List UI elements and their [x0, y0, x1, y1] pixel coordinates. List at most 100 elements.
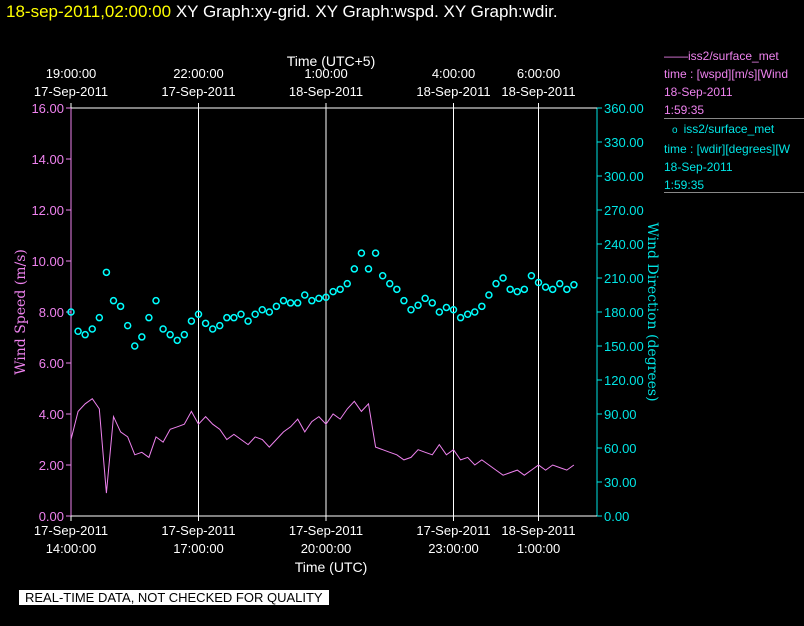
wind-direction-point: [265, 308, 274, 316]
wind-direction-point: [400, 296, 408, 305]
wind-direction-point: [407, 305, 415, 314]
wind-direction-point: [357, 249, 366, 257]
wind-speed-line: [70, 397, 575, 494]
y-right-tick-label: 360.00: [604, 101, 644, 116]
wind-direction-point: [570, 281, 578, 289]
x-top-tick-date: 18-Sep-2011: [416, 84, 490, 99]
y-right-tick-label: 210.00: [604, 271, 644, 286]
x-tick-date: 17-Sep-2011: [416, 523, 490, 538]
wind-direction-point: [563, 285, 571, 294]
x-top-tick-time: 4:00:00: [432, 66, 475, 81]
wind-direction-point: [350, 265, 359, 273]
legend-divider: [664, 192, 804, 193]
y-right-tick-label: 90.00: [604, 407, 637, 422]
wind-direction-point: [393, 285, 401, 294]
y-right-tick-label: 240.00: [604, 237, 644, 252]
wind-direction-point: [520, 285, 529, 294]
wind-direction-point: [138, 333, 146, 341]
wind-direction-point: [541, 283, 550, 291]
legend-variable: time : [wspd][m/s][Wind: [664, 67, 789, 81]
x-tick-date: 17-Sep-2011: [161, 523, 235, 538]
wind-direction-point: [421, 294, 429, 303]
series-wind-speed: [70, 397, 575, 494]
wind-direction-point: [131, 342, 139, 350]
y-right-tick-label: 120.00: [604, 373, 644, 388]
wind-direction-point: [81, 330, 89, 339]
wind-direction-point: [414, 301, 422, 309]
wind-direction-point: [216, 321, 224, 330]
wind-direction-point: [378, 271, 387, 280]
wind-direction-point: [166, 330, 174, 339]
right-axis-ticks: 0.00 30.00 60.00 90.00 120.00 150.00 180.00 210…: [597, 101, 644, 524]
x-top-tick-date: 18-Sep-2011: [501, 84, 575, 99]
y-left-tick-label: 16.00: [31, 101, 64, 116]
wind-direction-point: [95, 313, 104, 322]
x-tick-time: 23:00:00: [428, 541, 479, 556]
bottom-axis-ticks: 17-Sep-2011 14:00:00 17-Sep-2011 17:00:00 17…: [34, 516, 576, 556]
quality-banner: REAL-TIME DATA, NOT CHECKED FOR QUALITY: [19, 590, 329, 605]
x-tick-time: 14:00:00: [46, 541, 97, 556]
wind-direction-point: [485, 291, 493, 299]
wind-direction-point: [258, 305, 266, 314]
wind-direction-point: [513, 287, 521, 296]
y-right-tick-label: 300.00: [604, 169, 644, 184]
grid-lines: [198, 108, 539, 516]
y-left-tick-label: 10.00: [31, 254, 64, 269]
wind-direction-point: [527, 271, 536, 280]
y-axis-label-right: Wind Direction (degrees): [644, 222, 660, 401]
wind-direction-point: [159, 325, 167, 333]
top-axis-ticks: 19:00:00 17-Sep-2011 22:00:00 17-Sep-2011 1:…: [34, 66, 576, 108]
x-tick-time: 20:00:00: [301, 541, 352, 556]
y-left-tick-label: 8.00: [39, 305, 64, 320]
wind-direction-point: [152, 296, 160, 305]
x-top-tick-time: 19:00:00: [46, 66, 97, 81]
wind-direction-point: [74, 327, 82, 336]
wind-direction-point: [145, 313, 153, 322]
x-top-tick-time: 22:00:00: [173, 66, 224, 81]
wind-direction-point: [230, 313, 238, 322]
wind-direction-point: [442, 303, 451, 312]
x-tick-date: 17-Sep-2011: [34, 523, 108, 538]
y-right-tick-label: 270.00: [604, 203, 644, 218]
wind-direction-point: [499, 274, 507, 282]
x-top-tick-date: 17-Sep-2011: [34, 84, 108, 99]
wind-direction-point: [237, 310, 245, 319]
wind-direction-point: [244, 317, 252, 325]
y-left-tick-label: 12.00: [31, 203, 64, 218]
legend-divider: [664, 118, 804, 119]
y-left-tick-label: 4.00: [39, 407, 64, 422]
y-right-tick-label: 30.00: [604, 475, 637, 490]
wind-direction-point: [279, 296, 288, 305]
wind-direction-point: [329, 287, 337, 296]
legend-line-marker: ——: [664, 49, 688, 63]
wind-direction-point: [251, 310, 259, 319]
legend-time: 1:59:35: [664, 103, 705, 117]
x-top-tick-date: 18-Sep-2011: [289, 84, 363, 99]
y-left-tick-label: 6.00: [39, 356, 64, 371]
wind-direction-point: [336, 285, 344, 294]
wind-direction-point: [371, 249, 380, 257]
wind-direction-point: [67, 308, 75, 316]
wind-direction-point: [102, 268, 111, 277]
legend-variable: time : [wdir][degrees][W: [664, 142, 791, 156]
left-axis-ticks: 0.00 2.00 4.00 6.00 8.00 10.00 12.00 14.00 16.00: [31, 101, 71, 524]
x-tick-time: 1:00:00: [517, 541, 560, 556]
wind-direction-point: [548, 285, 557, 294]
wind-direction-point: [187, 317, 196, 325]
wind-direction-point: [301, 291, 309, 299]
y-right-tick-label: 330.00: [604, 135, 644, 150]
title-graphs: XY Graph:xy-grid. XY Graph:wspd. XY Grap…: [175, 2, 558, 21]
wind-direction-point: [471, 308, 479, 316]
y-right-tick-label: 60.00: [604, 441, 637, 456]
wind-direction-point: [173, 336, 181, 345]
y-left-tick-label: 2.00: [39, 458, 64, 473]
wind-direction-point: [364, 265, 373, 273]
wind-direction-point: [272, 302, 281, 311]
wind-direction-point: [463, 310, 472, 319]
wind-direction-point: [556, 279, 564, 288]
wind-direction-point: [223, 313, 231, 322]
wind-direction-point: [208, 325, 217, 333]
wind-direction-point: [428, 299, 436, 307]
wind-direction-point: [506, 285, 514, 294]
